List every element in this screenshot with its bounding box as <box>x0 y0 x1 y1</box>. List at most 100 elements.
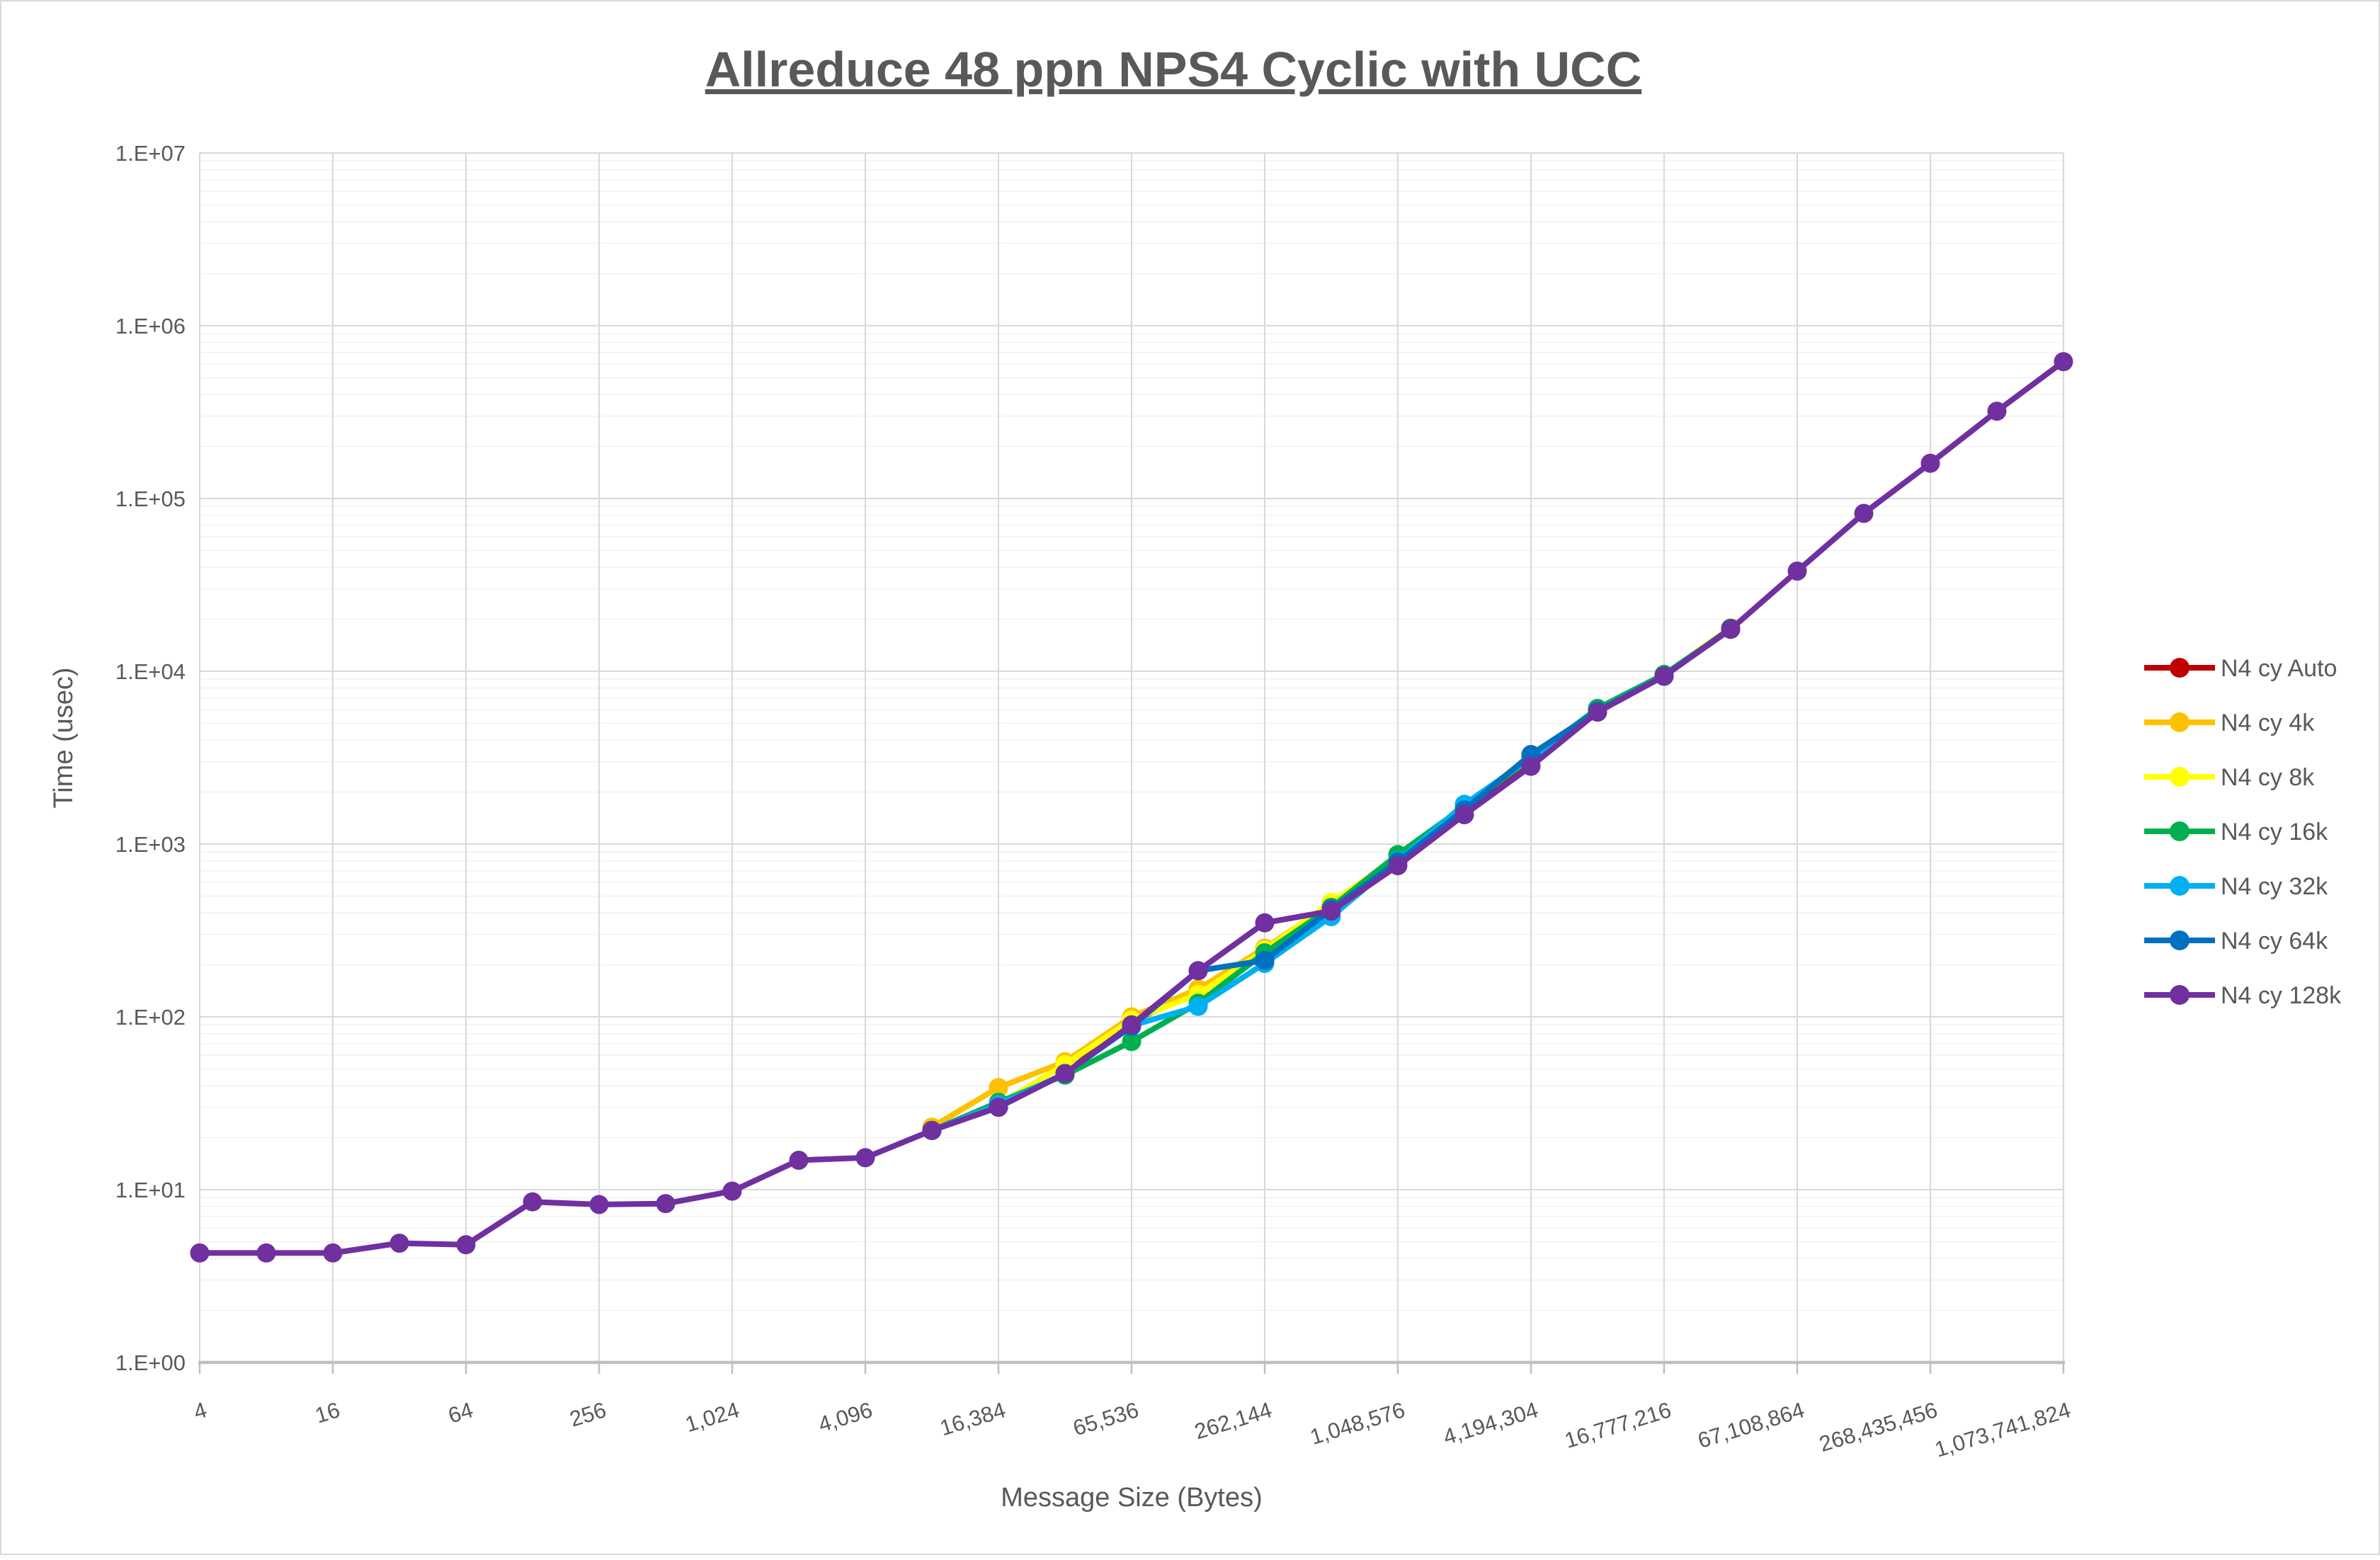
x-axis-tick-label-group: 1,024 <box>683 1397 742 1437</box>
legend-item-n4-cy-16k[interactable]: N4 cy 16k <box>2144 819 2328 846</box>
x-axis-tick-label-group: 16,777,216 <box>1561 1397 1674 1453</box>
legend-label: N4 cy 4k <box>2221 710 2315 736</box>
legend-item-n4-cy-4k[interactable]: N4 cy 4k <box>2144 710 2315 736</box>
x-axis-tick-label: 262,144 <box>1192 1397 1275 1444</box>
plot-series <box>190 352 2073 1263</box>
x-axis-tick-label-group: 268,435,456 <box>1816 1397 1940 1457</box>
tick-labels: 1.E+00 1.E+01 1.E+02 1.E+03 1.E+04 1.E+05 1.E+… <box>115 141 2073 1462</box>
x-axis-tick-label-group: 1,073,741,824 <box>1932 1397 2073 1462</box>
x-axis-tick-label-group: 16 <box>312 1397 343 1428</box>
data-point-marker-n4-cy-128k <box>789 1151 809 1170</box>
data-point-marker-n4-cy-16k <box>1122 1032 1141 1052</box>
legend-item-n4-cy-32k[interactable]: N4 cy 32k <box>2144 873 2328 900</box>
data-point-marker-n4-cy-128k <box>1388 856 1408 875</box>
y-axis-tick-label: 1.E+02 <box>115 1005 186 1030</box>
x-axis-tick-label-group: 65,536 <box>1070 1397 1141 1440</box>
legend-label: N4 cy 128k <box>2221 982 2342 1009</box>
legend-label: N4 cy 32k <box>2221 873 2328 900</box>
legend-marker-dot <box>2170 658 2190 678</box>
data-point-marker-n4-cy-128k <box>1721 620 1741 639</box>
y-axis-tick-label: 1.E+03 <box>115 832 186 857</box>
x-axis-tick-label: 4,194,304 <box>1440 1397 1541 1450</box>
x-axis-tick-label: 65,536 <box>1070 1397 1141 1440</box>
x-axis-tick-label-group: 262,144 <box>1192 1397 1275 1444</box>
data-point-marker-n4-cy-128k <box>1321 901 1341 921</box>
x-axis-tick-label: 1,073,741,824 <box>1932 1397 2073 1462</box>
data-point-marker-n4-cy-128k <box>1454 805 1474 824</box>
y-axis-tick-label: 1.E+05 <box>115 486 186 511</box>
x-axis-tick-label-group: 67,108,864 <box>1695 1397 1807 1453</box>
x-axis-tick-label: 16,777,216 <box>1561 1397 1674 1453</box>
legend-label: N4 cy 16k <box>2221 819 2328 846</box>
data-point-marker-n4-cy-64k <box>1255 950 1275 970</box>
data-point-marker-n4-cy-128k <box>1920 453 1940 473</box>
x-axis-tick-label-group: 256 <box>566 1397 609 1432</box>
data-point-marker-n4-cy-128k <box>323 1243 343 1263</box>
y-axis-tick-label: 1.E+07 <box>115 141 186 166</box>
y-axis-tick-label: 1.E+01 <box>115 1178 186 1202</box>
legend-label: N4 cy 8k <box>2221 764 2315 791</box>
data-point-marker-n4-cy-128k <box>190 1243 210 1263</box>
major-gridlines <box>199 152 2064 1362</box>
x-axis-tick-label-group: 4 <box>190 1397 210 1425</box>
data-point-marker-n4-cy-128k <box>722 1181 742 1201</box>
data-point-marker-n4-cy-128k <box>1588 702 1607 722</box>
x-axis-tick-label-group: 4,096 <box>816 1397 875 1437</box>
data-point-marker-n4-cy-128k <box>256 1243 276 1263</box>
data-point-marker-n4-cy-128k <box>1055 1064 1075 1083</box>
data-point-marker-n4-cy-128k <box>523 1192 542 1212</box>
x-axis-tick-label: 256 <box>566 1397 609 1432</box>
data-point-marker-n4-cy-128k <box>922 1120 942 1140</box>
x-axis-tick-label: 67,108,864 <box>1695 1397 1807 1453</box>
data-point-marker-n4-cy-128k <box>589 1195 609 1214</box>
x-axis-tick-label-group: 16,384 <box>937 1397 1008 1440</box>
legend-item-n4-cy-8k[interactable]: N4 cy 8k <box>2144 764 2315 791</box>
data-point-marker-n4-cy-128k <box>1255 913 1275 933</box>
legend-item-n4-cy-64k[interactable]: N4 cy 64k <box>2144 928 2328 955</box>
legend-marker-dot <box>2170 876 2190 896</box>
x-axis-tick-label: 4,096 <box>816 1397 875 1437</box>
data-point-marker-n4-cy-128k <box>1188 961 1208 981</box>
chart-title: Allreduce 48 ppn NPS4 Cyclic with UCC <box>705 42 1642 97</box>
data-point-marker-n4-cy-128k <box>989 1098 1008 1117</box>
data-point-marker-n4-cy-128k <box>656 1194 676 1214</box>
legend-marker-dot <box>2170 712 2190 732</box>
data-point-marker-n4-cy-128k <box>389 1234 409 1253</box>
x-axis-tick-label-group: 4,194,304 <box>1440 1397 1541 1450</box>
x-axis-tick-label: 4 <box>190 1397 210 1425</box>
x-axis-tick-label: 1,024 <box>683 1397 742 1437</box>
x-axis-tick-label: 16 <box>312 1397 343 1428</box>
data-point-marker-n4-cy-128k <box>1854 503 1874 523</box>
data-point-marker-n4-cy-4k <box>989 1078 1008 1098</box>
legend-marker-dot <box>2170 985 2190 1005</box>
data-point-marker-n4-cy-128k <box>1787 562 1807 581</box>
legend: N4 cy Auto N4 cy 4k N4 cy 8k N4 cy 16k N <box>2144 655 2342 1009</box>
y-axis-tick-label: 1.E+04 <box>115 659 186 684</box>
data-point-marker-n4-cy-128k <box>855 1148 875 1168</box>
y-axis-title: Time (usec) <box>49 667 79 808</box>
legend-item-n4-cy-auto[interactable]: N4 cy Auto <box>2144 655 2337 682</box>
x-axis-title: Message Size (Bytes) <box>1001 1483 1263 1513</box>
x-axis-tick-label: 64 <box>445 1397 476 1428</box>
legend-label: N4 cy Auto <box>2221 655 2337 682</box>
legend-marker-dot <box>2170 767 2190 787</box>
data-point-marker-n4-cy-128k <box>2054 352 2073 372</box>
axes <box>198 1360 2065 1374</box>
legend-label: N4 cy 64k <box>2221 928 2328 955</box>
data-point-marker-n4-cy-32k <box>1188 996 1208 1016</box>
legend-marker-dot <box>2170 930 2190 950</box>
x-axis-tick-label-group: 64 <box>445 1397 476 1428</box>
data-point-marker-n4-cy-128k <box>1654 666 1674 686</box>
data-point-marker-n4-cy-128k <box>1987 402 2007 421</box>
legend-item-n4-cy-128k[interactable]: N4 cy 128k <box>2144 982 2342 1009</box>
x-axis-tick-label-group: 1,048,576 <box>1307 1397 1408 1450</box>
data-point-marker-n4-cy-128k <box>1122 1015 1141 1035</box>
y-axis-tick-label: 1.E+06 <box>115 314 186 338</box>
data-point-marker-n4-cy-128k <box>456 1235 476 1255</box>
data-point-marker-n4-cy-128k <box>1521 756 1541 776</box>
x-axis-tick-label: 16,384 <box>937 1397 1008 1440</box>
x-axis-tick-label: 1,048,576 <box>1307 1397 1408 1450</box>
legend-marker-dot <box>2170 821 2190 841</box>
